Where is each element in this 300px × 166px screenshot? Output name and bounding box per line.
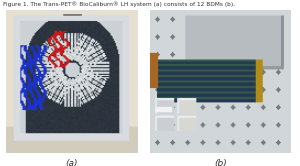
Text: (a): (a) xyxy=(66,159,78,166)
Text: (b): (b) xyxy=(214,159,227,166)
Text: Figure 1. The Trans-PET® BioCaliburn® LH system (a) consists of 12 BDMs (b).: Figure 1. The Trans-PET® BioCaliburn® LH… xyxy=(3,2,235,7)
